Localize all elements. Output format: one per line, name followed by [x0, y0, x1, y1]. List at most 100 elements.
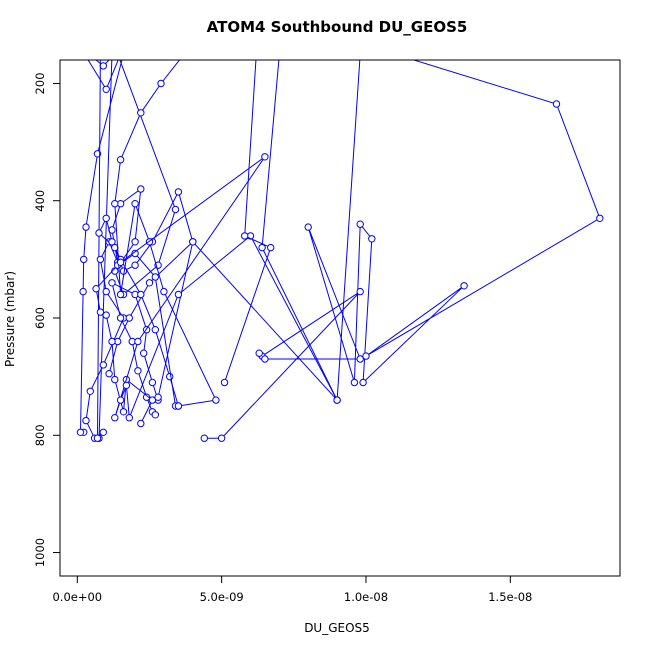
data-point	[111, 200, 119, 208]
data-point	[304, 223, 312, 231]
data-point	[131, 261, 139, 269]
data-point	[350, 378, 359, 387]
data-point	[596, 214, 604, 223]
chart-title: ATOM4 Southbound DU_GEOS5	[207, 18, 468, 36]
data-point	[116, 396, 125, 404]
plot-area	[76, 60, 604, 442]
data-point	[95, 229, 103, 237]
data-point	[99, 62, 108, 70]
data-point	[174, 402, 183, 410]
data-point	[174, 188, 183, 196]
y-tick-label: 200	[33, 72, 47, 94]
y-tick-label: 400	[33, 190, 47, 212]
series-7	[111, 153, 341, 422]
data-point	[460, 282, 468, 290]
data-point	[116, 258, 125, 266]
data-point	[116, 314, 125, 322]
data-point	[151, 273, 160, 281]
series-9	[220, 60, 361, 404]
data-point	[174, 290, 183, 299]
data-point	[166, 372, 174, 381]
data-point	[125, 314, 134, 322]
y-tick-label: 800	[33, 424, 47, 446]
plot-frame	[59, 59, 621, 577]
data-point	[125, 414, 134, 422]
data-point	[93, 434, 102, 442]
data-point	[102, 85, 110, 94]
y-tick-label: 600	[33, 307, 47, 329]
data-point	[148, 378, 157, 387]
data-point	[148, 396, 157, 404]
data-point	[137, 185, 145, 193]
y-axis: 200 400 600 800 1000	[33, 72, 61, 567]
data-point	[105, 370, 113, 378]
data-point	[99, 428, 108, 436]
series-1	[76, 60, 123, 442]
data-point	[151, 411, 160, 419]
data-point	[160, 287, 168, 296]
data-point	[134, 337, 142, 346]
data-point	[258, 243, 266, 252]
data-point	[333, 396, 341, 404]
y-axis-label: Pressure (mbar)	[3, 271, 17, 367]
data-point	[111, 414, 119, 422]
data-point	[552, 100, 561, 108]
data-point	[220, 378, 229, 387]
series-line	[98, 190, 194, 407]
data-point	[261, 153, 269, 161]
data-point	[79, 287, 87, 296]
data-point	[122, 381, 131, 390]
data-point	[108, 337, 116, 346]
y-tick-label: 1000	[33, 538, 47, 567]
x-axis-label: DU_GEOS5	[304, 621, 370, 635]
data-point	[96, 255, 105, 264]
series-line	[224, 60, 361, 402]
data-point	[241, 232, 249, 240]
data-point	[82, 223, 90, 231]
series-line	[114, 156, 338, 418]
data-point	[102, 287, 110, 296]
data-point	[99, 361, 108, 369]
data-point	[142, 393, 151, 401]
data-point	[212, 396, 220, 404]
data-point	[359, 378, 367, 387]
data-point	[80, 255, 88, 264]
series-3	[108, 279, 162, 419]
data-point	[116, 156, 125, 164]
data-point	[108, 279, 116, 287]
data-point	[171, 205, 180, 214]
data-point	[140, 349, 148, 357]
x-axis: 0.0e+00 5.0e-09 1.0e-08 1.5e-08	[52, 575, 532, 604]
data-point	[137, 109, 145, 117]
data-point	[217, 434, 226, 442]
data-point	[131, 200, 139, 208]
data-point	[368, 235, 376, 243]
data-point	[255, 349, 263, 357]
data-point	[362, 352, 370, 360]
series-5	[92, 249, 180, 428]
data-point	[102, 214, 110, 223]
data-point	[154, 393, 162, 401]
x-tick-label: 5.0e-09	[200, 590, 244, 604]
data-point	[76, 428, 85, 436]
data-point	[356, 355, 364, 363]
data-point	[137, 290, 145, 299]
data-point	[82, 416, 90, 425]
x-tick-label: 0.0e+00	[52, 590, 102, 604]
data-point	[96, 308, 105, 316]
data-point	[151, 326, 160, 334]
series-8	[200, 60, 604, 442]
x-tick-label: 1.0e-08	[344, 590, 388, 604]
data-point	[157, 79, 165, 88]
data-point	[86, 387, 95, 395]
data-point	[93, 150, 102, 158]
data-point	[267, 243, 275, 252]
data-point	[108, 238, 116, 246]
data-point	[200, 434, 209, 442]
data-point	[92, 285, 100, 293]
series-4	[95, 188, 197, 410]
data-point	[189, 238, 197, 246]
data-point	[137, 419, 145, 428]
data-point	[116, 290, 125, 299]
